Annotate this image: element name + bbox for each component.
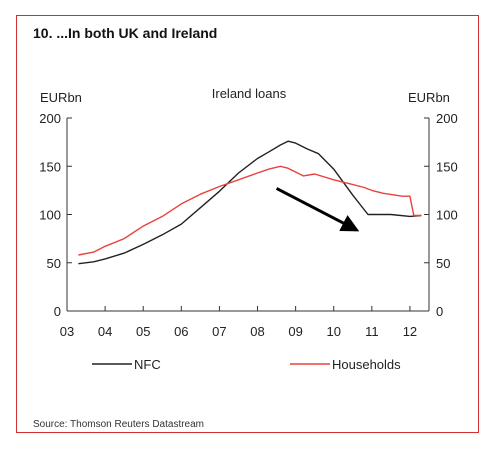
x-tick-label: 08 xyxy=(250,324,264,339)
y-tick-label-right: 50 xyxy=(436,256,450,271)
y-tick-label-left: 0 xyxy=(54,304,61,319)
y-tick-label-right: 150 xyxy=(436,159,458,174)
chart-frame xyxy=(16,15,479,433)
x-tick-label: 07 xyxy=(212,324,226,339)
y-tick-label-right: 100 xyxy=(436,208,458,223)
series-layer xyxy=(78,140,422,265)
left-axis-unit: EURbn xyxy=(40,90,82,105)
x-tick-label: 04 xyxy=(98,324,112,339)
series-line-nfc xyxy=(78,140,422,265)
x-tick-label: 12 xyxy=(403,324,417,339)
y-tick-label-right: 0 xyxy=(436,304,443,319)
legend-label-nfc: NFC xyxy=(134,357,161,372)
x-tick-label: 06 xyxy=(174,324,188,339)
chart-subtitle: Ireland loans xyxy=(211,86,287,101)
x-tick-label: 11 xyxy=(365,324,379,339)
y-tick-label-right: 200 xyxy=(436,111,458,126)
chart-axes: 0 0 50 50 100 100 150 150 200 200 03 04 05 06 07 08 09 10… xyxy=(39,111,457,339)
y-tick-label-left: 150 xyxy=(39,159,61,174)
source-note: Source: Thomson Reuters Datastream xyxy=(33,419,205,430)
annotation-layer xyxy=(275,187,360,232)
x-tick-label: 10 xyxy=(327,324,341,339)
chart-title: 10. ...In both UK and Ireland xyxy=(33,25,218,41)
y-tick-label-left: 200 xyxy=(39,111,61,126)
x-tick-label: 05 xyxy=(136,324,150,339)
y-tick-label-left: 50 xyxy=(47,256,61,271)
right-axis-unit: EURbn xyxy=(408,90,450,105)
series-line-households xyxy=(78,165,422,256)
legend-label-households: Households xyxy=(332,357,401,372)
trend-arrow xyxy=(275,187,360,232)
x-tick-label: 03 xyxy=(60,324,74,339)
x-tick-label: 09 xyxy=(288,324,302,339)
y-tick-label-left: 100 xyxy=(39,208,61,223)
legend: NFC Households xyxy=(92,357,401,372)
